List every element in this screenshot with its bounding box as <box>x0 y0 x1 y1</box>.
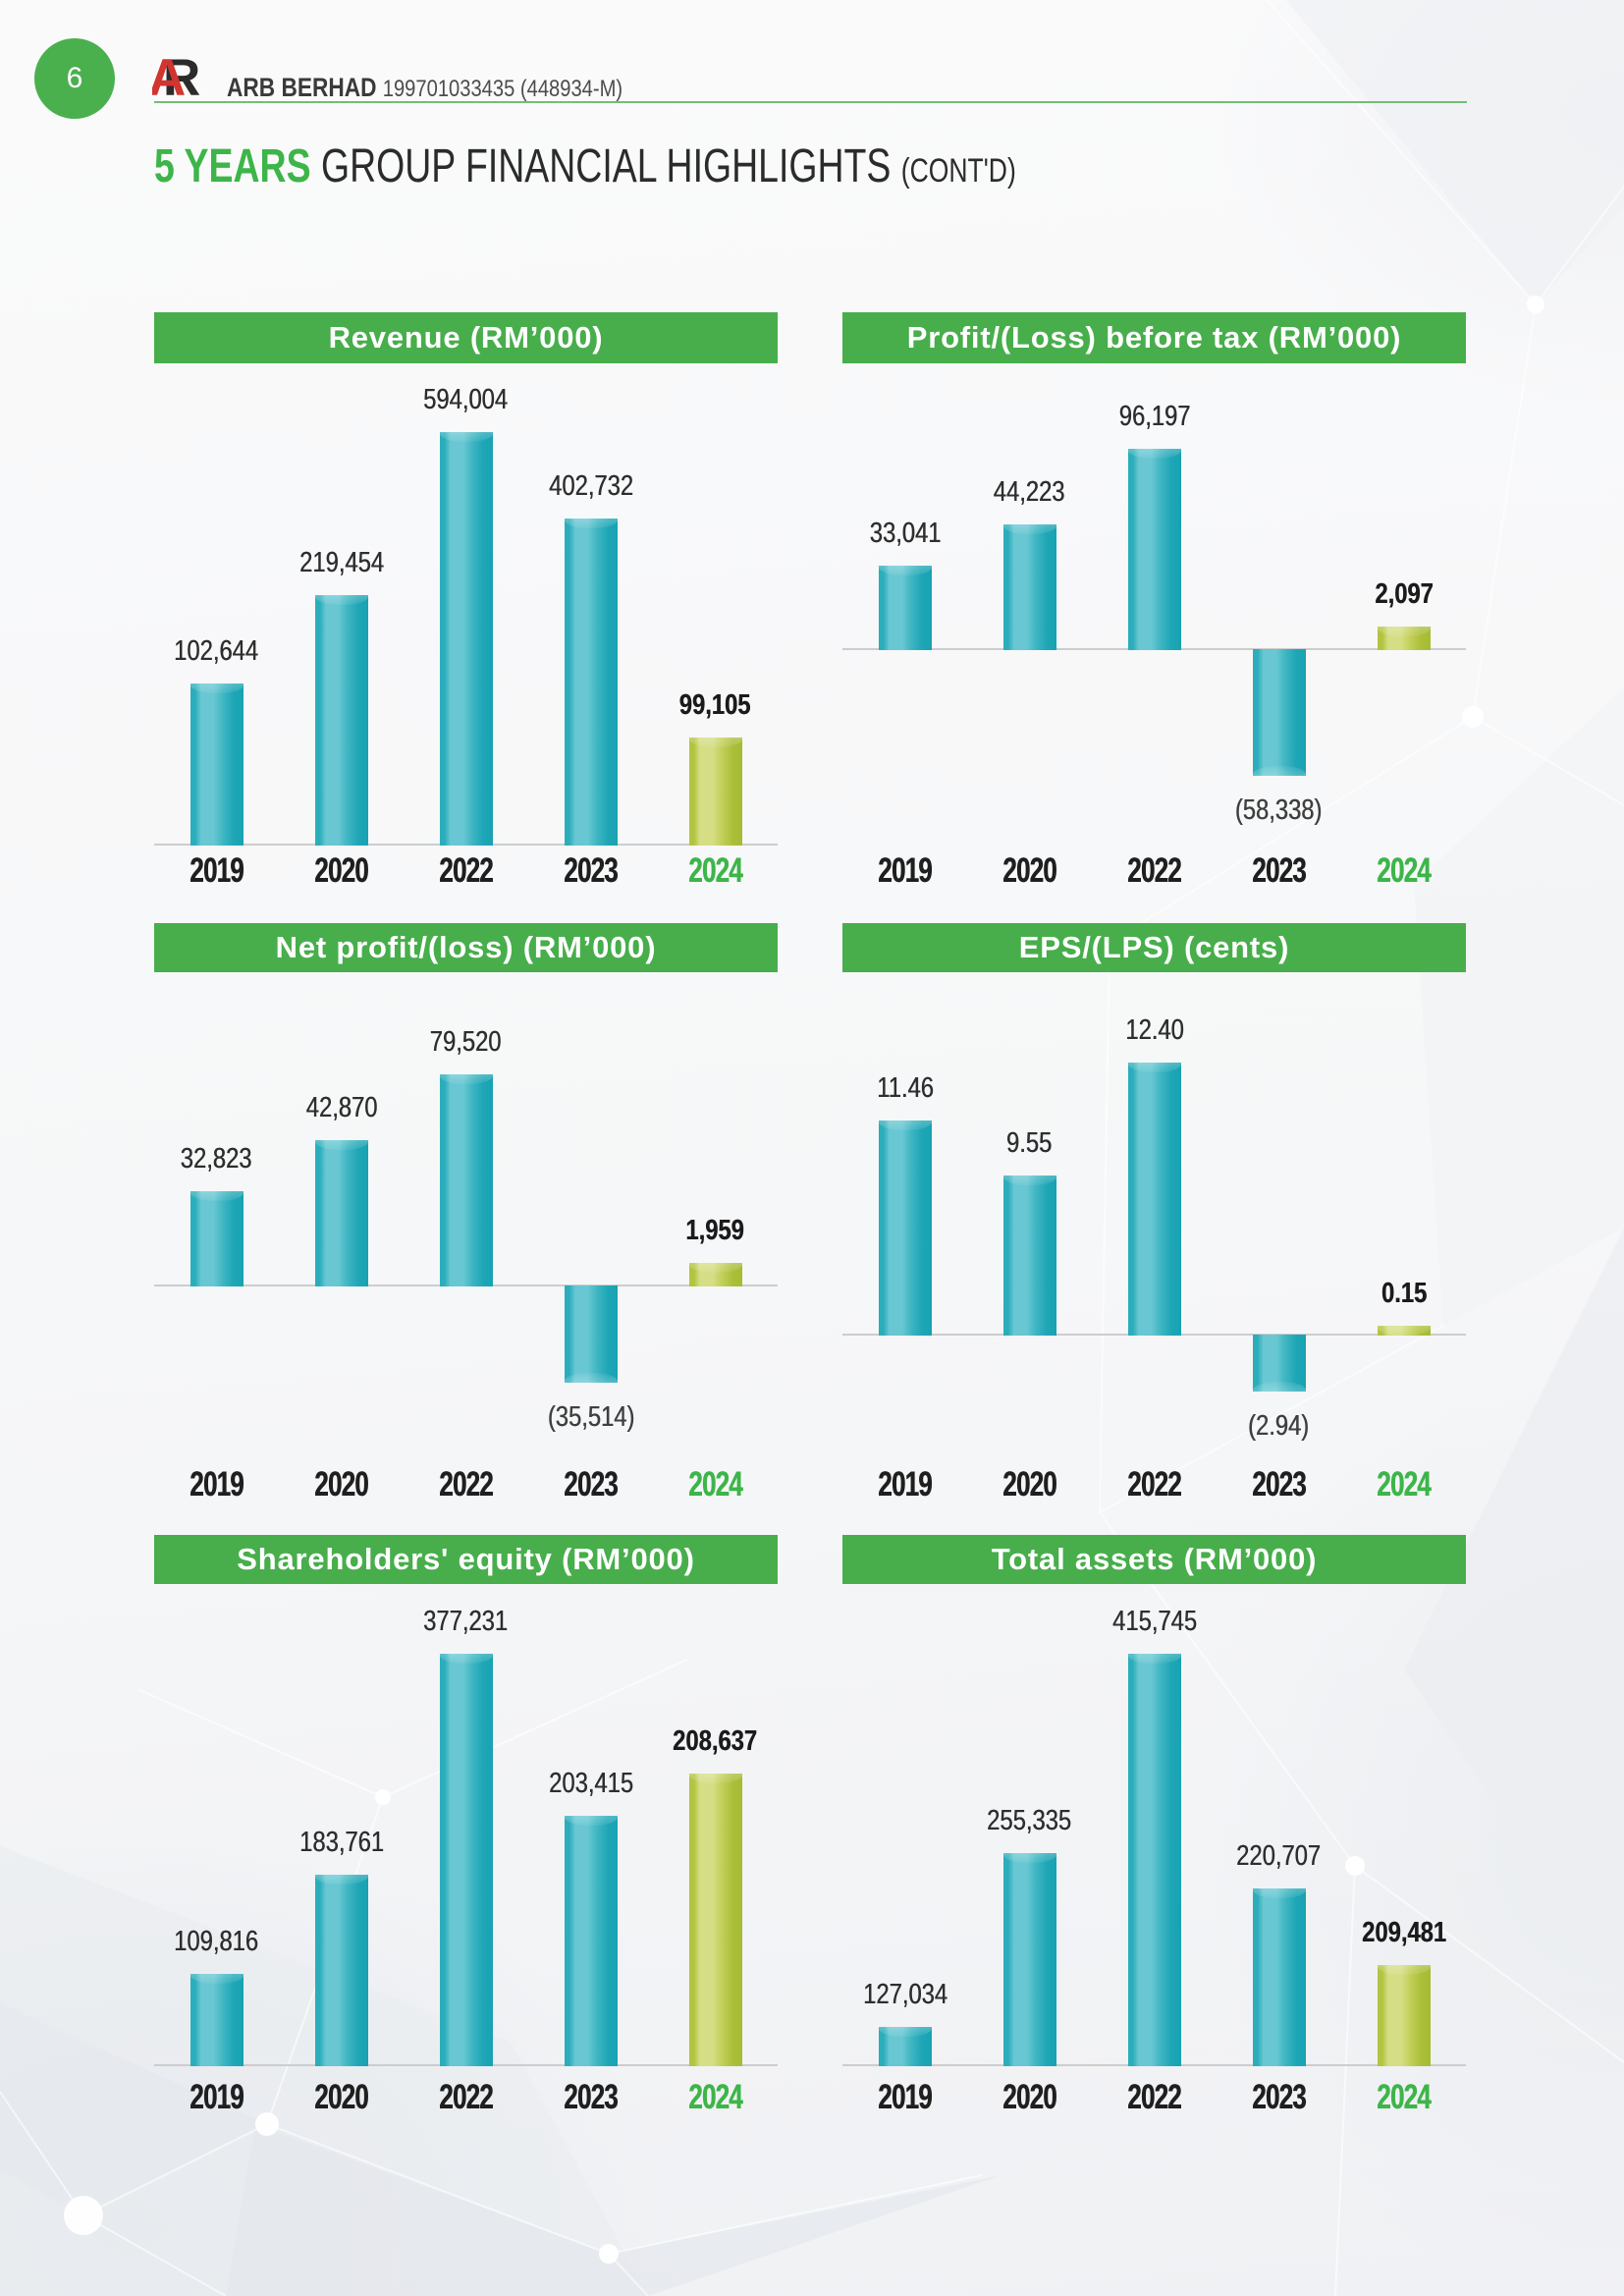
svg-text:A: A <box>152 57 186 98</box>
svg-text:R: R <box>163 57 200 98</box>
